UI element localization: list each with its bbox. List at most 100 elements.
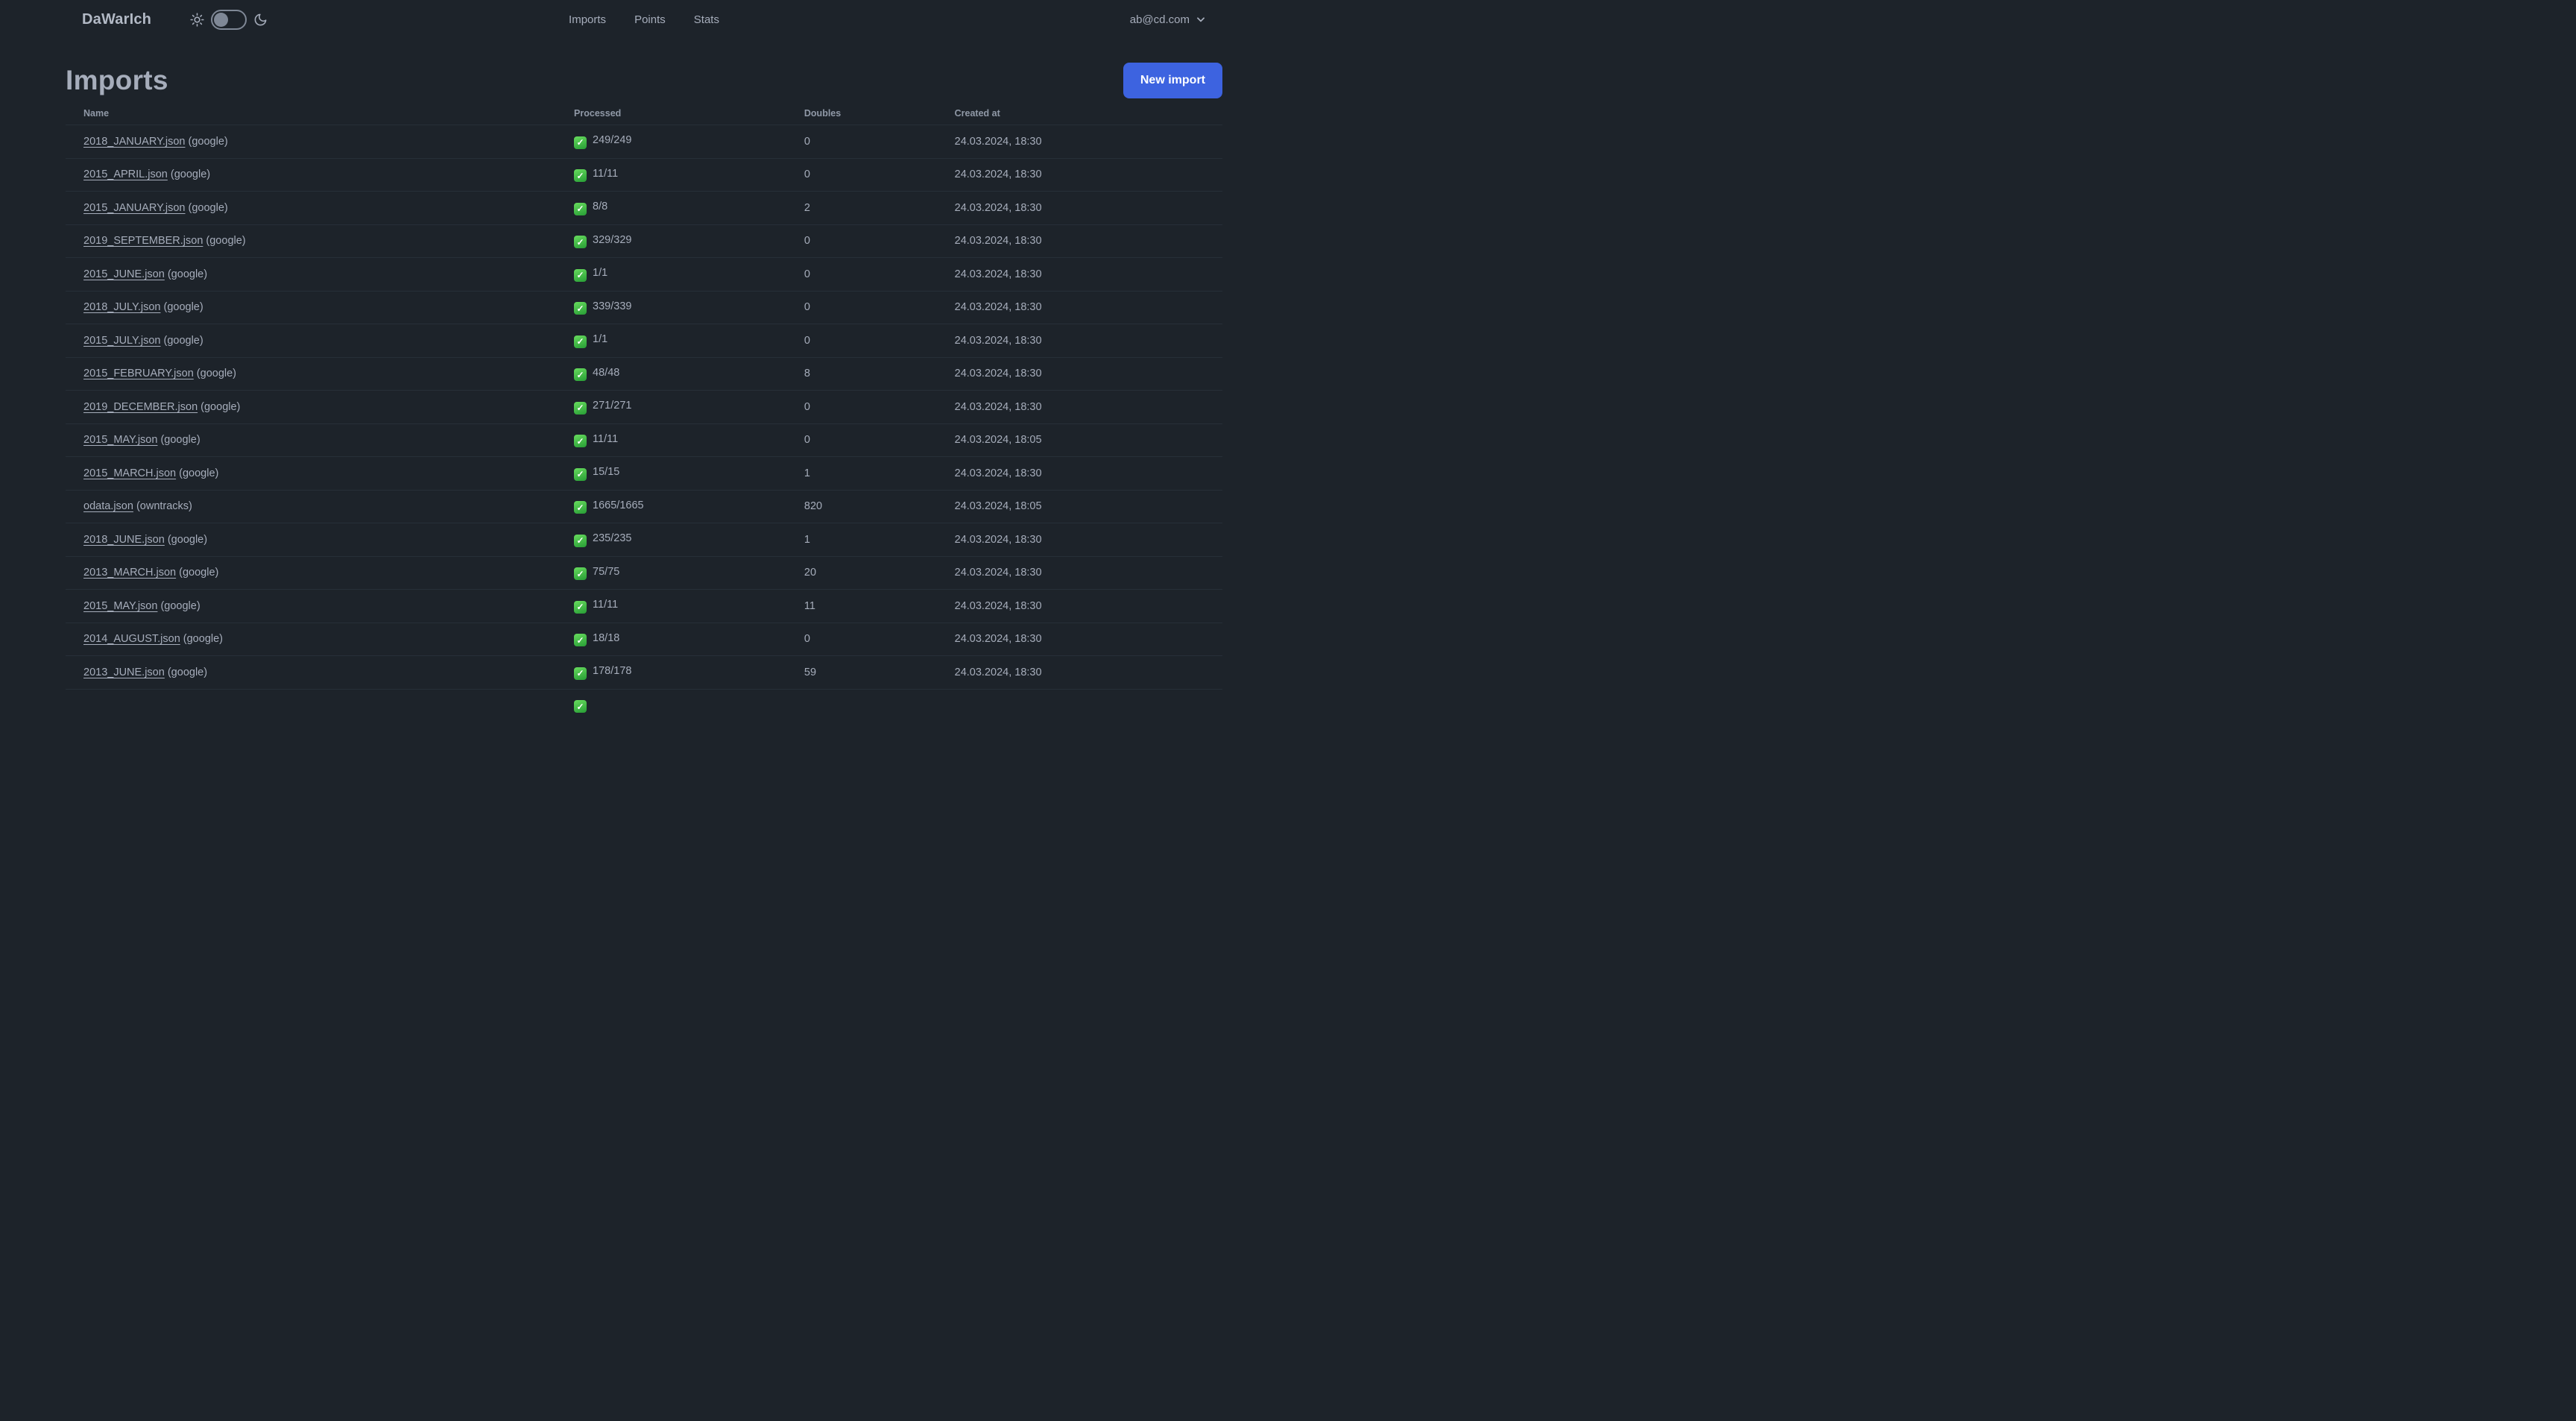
- imports-table: Name Processed Doubles Created at 2018_J…: [66, 101, 1222, 722]
- cell-name: [66, 688, 557, 722]
- import-file-link[interactable]: 2013_MARCH.json: [83, 567, 177, 579]
- theme-toggle-switch[interactable]: [211, 9, 247, 30]
- cell-processed: ✓ 18/18: [556, 622, 786, 656]
- import-source-label: (google): [160, 301, 203, 314]
- import-file-link[interactable]: 2014_AUGUST.json: [83, 633, 180, 646]
- check-emoji: ✓: [574, 600, 587, 614]
- processed-count: 1/1: [593, 267, 608, 279]
- cell-created-at: 24.03.2024, 18:30: [936, 555, 1222, 590]
- table-row: 2015_APRIL.json (google) ✓ 11/11 0 24.03.202…: [66, 157, 1222, 192]
- cell-doubles: 20: [786, 555, 937, 590]
- cell-processed: ✓ 11/11: [556, 423, 786, 457]
- table-row-partial: ✓: [66, 688, 1222, 722]
- cell-doubles: 0: [786, 622, 937, 656]
- check-emoji: ✓: [574, 401, 587, 415]
- cell-name: 2015_JUNE.json (google): [66, 257, 557, 291]
- nav-link-imports[interactable]: Imports: [569, 13, 607, 26]
- cell-name: 2013_MARCH.json (google): [66, 555, 557, 590]
- table-row: 2019_SEPTEMBER.json (google) ✓ 329/329 0 24.…: [66, 224, 1222, 258]
- import-file-link[interactable]: 2018_JANUARY.json: [83, 135, 186, 148]
- processed-count: 339/339: [593, 300, 632, 312]
- import-source-label: (google): [185, 135, 228, 148]
- table-row: 2015_JANUARY.json (google) ✓ 8/8 2 24.03.202…: [66, 191, 1222, 224]
- import-file-link[interactable]: 2019_SEPTEMBER.json: [83, 235, 203, 248]
- check-emoji: ✓: [574, 136, 587, 149]
- cell-created-at: 24.03.2024, 18:30: [936, 290, 1222, 324]
- cell-created-at: 24.03.2024, 18:05: [936, 423, 1222, 457]
- check-emoji: ✓: [574, 335, 587, 348]
- processed-count: 48/48: [593, 366, 620, 379]
- check-emoji: ✓: [574, 302, 587, 315]
- app-logo[interactable]: DaWarIch: [82, 10, 152, 28]
- cell-processed: ✓ 1665/1665: [556, 489, 786, 523]
- import-source-label: (google): [167, 168, 211, 181]
- imports-table-body: 2018_JANUARY.json (google) ✓ 249/249 0 24.03…: [66, 125, 1222, 722]
- check-emoji: ✓: [574, 567, 587, 580]
- import-file-link[interactable]: 2018_JUNE.json: [83, 533, 165, 546]
- cell-name: 2015_JULY.json (google): [66, 324, 557, 357]
- import-source-label: (google): [157, 599, 201, 612]
- import-source-label: (google): [160, 334, 203, 347]
- moon-icon: [253, 13, 268, 27]
- import-file-link[interactable]: 2015_MARCH.json: [83, 467, 177, 479]
- theme-toggle-group: [190, 9, 268, 30]
- import-file-link[interactable]: 2019_DECEMBER.json: [83, 400, 198, 413]
- import-file-link[interactable]: 2015_MAY.json: [83, 434, 158, 447]
- table-row: 2014_AUGUST.json (google) ✓ 18/18 0 24.03.20…: [66, 622, 1222, 656]
- import-file-link[interactable]: 2015_APRIL.json: [83, 168, 168, 181]
- processed-count: 329/329: [593, 233, 632, 246]
- cell-created-at: 24.03.2024, 18:30: [936, 157, 1222, 192]
- cell-created-at: 24.03.2024, 18:05: [936, 489, 1222, 523]
- import-file-link[interactable]: 2015_JULY.json: [83, 334, 161, 347]
- cell-doubles: 0: [786, 157, 937, 192]
- cell-name: 2018_JANUARY.json (google): [66, 125, 557, 158]
- check-emoji: ✓: [574, 236, 587, 248]
- import-file-link[interactable]: 2015_JANUARY.json: [83, 201, 186, 214]
- cell-processed: ✓ 329/329: [556, 224, 786, 258]
- table-row: 2015_FEBRUARY.json (google) ✓ 48/48 8 24.03.…: [66, 356, 1222, 391]
- processed-count: 75/75: [593, 565, 620, 578]
- cell-name: 2015_MAY.json (google): [66, 423, 557, 457]
- cell-name: 2015_MARCH.json (google): [66, 456, 557, 490]
- import-file-link[interactable]: 2015_MAY.json: [83, 599, 158, 612]
- import-source-label: (google): [185, 201, 228, 214]
- cell-doubles: 2: [786, 191, 937, 224]
- cell-doubles: 0: [786, 390, 937, 423]
- cell-processed: ✓: [556, 688, 786, 722]
- import-file-link[interactable]: odata.json: [83, 500, 133, 513]
- chevron-down-icon: [1196, 14, 1206, 25]
- import-file-link[interactable]: 2015_JUNE.json: [83, 268, 165, 280]
- import-file-link[interactable]: 2018_JULY.json: [83, 301, 161, 314]
- table-row: 2018_JANUARY.json (google) ✓ 249/249 0 24.03…: [66, 125, 1222, 158]
- column-header-created-at: Created at: [954, 108, 1000, 119]
- cell-doubles: 11: [786, 589, 937, 623]
- cell-created-at: 24.03.2024, 18:30: [936, 125, 1222, 158]
- column-header-doubles: Doubles: [804, 108, 842, 119]
- cell-doubles: 0: [786, 290, 937, 324]
- cell-processed: ✓ 15/15: [556, 456, 786, 490]
- imports-page: { "navbar": { "logo": "DaWarIch", "links…: [0, 0, 1288, 722]
- import-source-label: (google): [157, 434, 201, 447]
- cell-name: 2015_FEBRUARY.json (google): [66, 356, 557, 391]
- cell-created-at: 24.03.2024, 18:30: [936, 257, 1222, 291]
- account-menu[interactable]: ab@cd.com: [1130, 13, 1206, 26]
- import-source-label: (owntracks): [133, 500, 192, 513]
- nav-link-stats[interactable]: Stats: [693, 13, 719, 26]
- processed-count: 15/15: [593, 466, 620, 478]
- cell-created-at: 24.03.2024, 18:30: [936, 324, 1222, 357]
- processed-count: 1/1: [593, 333, 608, 345]
- cell-processed: ✓ 339/339: [556, 290, 786, 324]
- import-file-link[interactable]: 2013_JUNE.json: [83, 666, 165, 678]
- new-import-button[interactable]: New import: [1123, 63, 1222, 98]
- cell-created-at: 24.03.2024, 18:30: [936, 390, 1222, 423]
- imports-table-head: Name Processed Doubles Created at: [66, 101, 1222, 125]
- cell-created-at: 24.03.2024, 18:30: [936, 191, 1222, 224]
- cell-doubles: 820: [786, 489, 937, 523]
- nav-link-points[interactable]: Points: [634, 13, 666, 26]
- check-emoji: ✓: [574, 268, 587, 282]
- cell-name: odata.json (owntracks): [66, 489, 557, 523]
- import-source-label: (google): [164, 666, 208, 678]
- import-file-link[interactable]: 2015_FEBRUARY.json: [83, 368, 194, 380]
- table-row: 2015_JULY.json (google) ✓ 1/1 0 24.03.2024, …: [66, 324, 1222, 357]
- cell-processed: ✓ 48/48: [556, 356, 786, 391]
